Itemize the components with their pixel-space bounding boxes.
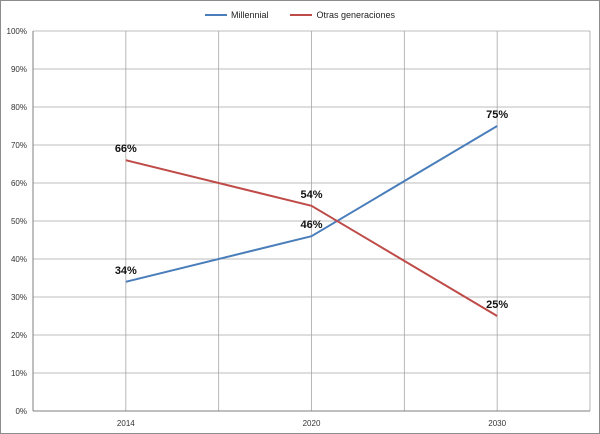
data-label: 25% — [486, 299, 508, 311]
data-label: 75% — [486, 109, 508, 121]
y-tick-label: 100% — [7, 27, 27, 36]
y-tick-label: 40% — [11, 255, 27, 264]
y-tick-label: 80% — [11, 103, 27, 112]
y-tick-label: 70% — [11, 141, 27, 150]
legend-item-otras-generaciones: Otras generaciones — [290, 8, 395, 22]
data-label: 46% — [300, 219, 322, 231]
y-tick-label: 60% — [11, 179, 27, 188]
chart-legend: Millennial Otras generaciones — [0, 8, 600, 22]
series-line-otras-generaciones — [125, 159, 498, 317]
y-tick-label: 50% — [11, 217, 27, 226]
y-tick-label: 30% — [11, 293, 27, 302]
y-tick-label: 20% — [11, 331, 27, 340]
x-tick-label: 2030 — [488, 419, 506, 428]
y-tick-label: 0% — [15, 407, 27, 416]
legend-swatch-millennial — [204, 14, 227, 16]
x-tick-label: 2020 — [303, 419, 321, 428]
legend-label-millennial: Millennial — [230, 10, 269, 20]
data-label: 54% — [300, 189, 322, 201]
legend-item-millennial: Millennial — [204, 8, 269, 22]
x-tick-label: 2014 — [117, 419, 135, 428]
legend-swatch-otras-generaciones — [290, 14, 313, 16]
y-tick-label: 90% — [11, 65, 27, 74]
series-line-millennial — [125, 125, 498, 283]
data-label: 34% — [115, 265, 137, 277]
legend-label-otras-generaciones: Otras generaciones — [316, 10, 396, 20]
data-label: 66% — [115, 143, 137, 155]
y-tick-label: 10% — [11, 369, 27, 378]
